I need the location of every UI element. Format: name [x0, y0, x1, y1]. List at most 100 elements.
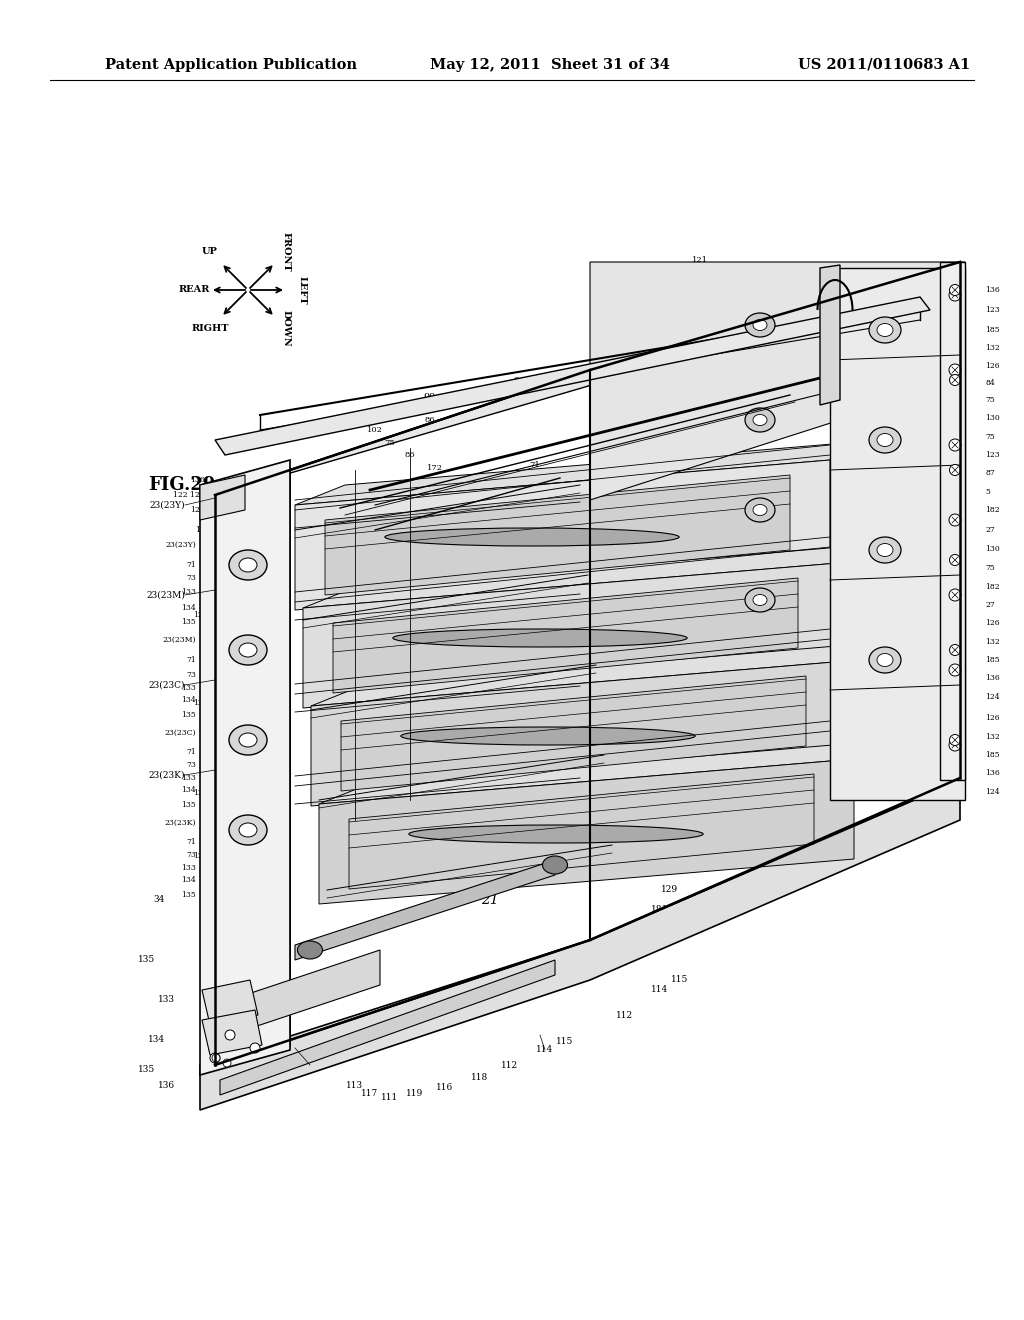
Polygon shape: [325, 475, 790, 595]
Text: 96: 96: [445, 506, 455, 513]
Text: 130: 130: [985, 414, 999, 422]
Text: 34: 34: [560, 701, 570, 709]
Ellipse shape: [239, 558, 257, 572]
Text: 112: 112: [502, 1060, 518, 1069]
Text: 78: 78: [674, 866, 686, 874]
Text: 93: 93: [485, 521, 495, 529]
Text: 136: 136: [985, 770, 999, 777]
Polygon shape: [200, 475, 245, 520]
Text: 75: 75: [614, 323, 626, 333]
Text: REAR: REAR: [178, 285, 210, 294]
Text: 75: 75: [985, 433, 994, 441]
Text: 75: 75: [985, 564, 994, 572]
Text: 133: 133: [158, 995, 175, 1005]
Ellipse shape: [869, 537, 901, 564]
Text: 73: 73: [237, 498, 247, 506]
Text: 71: 71: [203, 954, 213, 962]
Text: 84: 84: [985, 379, 994, 387]
Circle shape: [949, 513, 961, 525]
Text: 99: 99: [424, 392, 436, 401]
Text: 71: 71: [529, 461, 541, 469]
Text: 86: 86: [380, 506, 390, 513]
Text: 111: 111: [381, 1093, 398, 1101]
Circle shape: [949, 644, 961, 656]
Text: 21: 21: [484, 883, 496, 892]
Ellipse shape: [869, 317, 901, 343]
Ellipse shape: [877, 433, 893, 446]
Text: 23: 23: [230, 490, 240, 498]
Text: 119: 119: [407, 1089, 424, 1097]
Text: 73: 73: [212, 550, 222, 558]
Polygon shape: [319, 739, 904, 804]
Text: 116: 116: [436, 1082, 454, 1092]
Text: 95: 95: [545, 807, 555, 814]
Text: 71: 71: [212, 536, 222, 544]
Ellipse shape: [229, 635, 267, 665]
Polygon shape: [940, 261, 965, 780]
Ellipse shape: [239, 733, 257, 747]
Polygon shape: [333, 578, 798, 693]
Polygon shape: [200, 780, 961, 1110]
Text: 71: 71: [203, 803, 213, 810]
Text: 133: 133: [181, 774, 196, 781]
Polygon shape: [830, 268, 965, 800]
Text: UP: UP: [202, 247, 218, 256]
Text: 134: 134: [181, 876, 196, 884]
Ellipse shape: [745, 498, 775, 521]
Ellipse shape: [745, 587, 775, 612]
Circle shape: [223, 1059, 231, 1067]
Text: 124: 124: [985, 788, 999, 796]
Polygon shape: [590, 261, 965, 500]
Text: 124: 124: [985, 693, 999, 701]
Polygon shape: [311, 642, 896, 706]
Ellipse shape: [745, 408, 775, 432]
Text: 93: 93: [515, 561, 525, 569]
Text: 75: 75: [415, 597, 425, 605]
Text: 71: 71: [203, 865, 213, 873]
Text: 23(23C): 23(23C): [148, 681, 185, 689]
Ellipse shape: [385, 528, 679, 546]
Text: 75: 75: [359, 416, 371, 424]
Text: 132: 132: [985, 733, 999, 741]
Text: 85: 85: [536, 766, 545, 774]
Text: FIG.29: FIG.29: [148, 477, 215, 494]
Text: 23(23K): 23(23K): [165, 818, 196, 828]
Text: 75: 75: [264, 531, 273, 539]
Text: 121: 121: [692, 256, 708, 264]
Text: May 12, 2011  Sheet 31 of 34: May 12, 2011 Sheet 31 of 34: [430, 58, 670, 73]
Text: 134: 134: [181, 696, 196, 704]
Text: 93: 93: [525, 614, 535, 622]
Text: 71L: 71L: [513, 511, 527, 519]
Circle shape: [949, 364, 961, 376]
Text: 102: 102: [257, 521, 271, 531]
Text: 27: 27: [634, 931, 646, 940]
Text: 118: 118: [471, 1073, 488, 1082]
Ellipse shape: [877, 323, 893, 337]
Text: 93: 93: [505, 661, 515, 669]
Polygon shape: [215, 261, 961, 495]
Text: Patent Application Publication: Patent Application Publication: [105, 58, 357, 73]
Text: 76: 76: [208, 561, 218, 569]
Text: 23(23M): 23(23M): [146, 590, 185, 599]
Text: 94: 94: [581, 791, 590, 799]
Text: 185: 185: [985, 751, 999, 759]
Text: 115: 115: [672, 975, 689, 985]
Polygon shape: [341, 676, 806, 791]
Text: 76: 76: [250, 513, 260, 521]
Text: 89: 89: [415, 541, 425, 549]
Text: 88: 88: [485, 574, 495, 582]
Text: 123: 123: [985, 306, 999, 314]
Ellipse shape: [409, 825, 703, 843]
Text: 75: 75: [385, 440, 395, 447]
Text: 95: 95: [540, 648, 550, 656]
Text: 112: 112: [616, 1011, 634, 1019]
Text: 117: 117: [361, 1089, 379, 1097]
Text: 114: 114: [537, 1045, 554, 1055]
Ellipse shape: [877, 653, 893, 667]
Text: 93: 93: [475, 496, 485, 504]
Text: DOWN: DOWN: [282, 310, 291, 346]
Circle shape: [949, 554, 961, 565]
Text: 73: 73: [186, 671, 196, 678]
Text: 130: 130: [985, 545, 999, 553]
Circle shape: [949, 465, 961, 475]
